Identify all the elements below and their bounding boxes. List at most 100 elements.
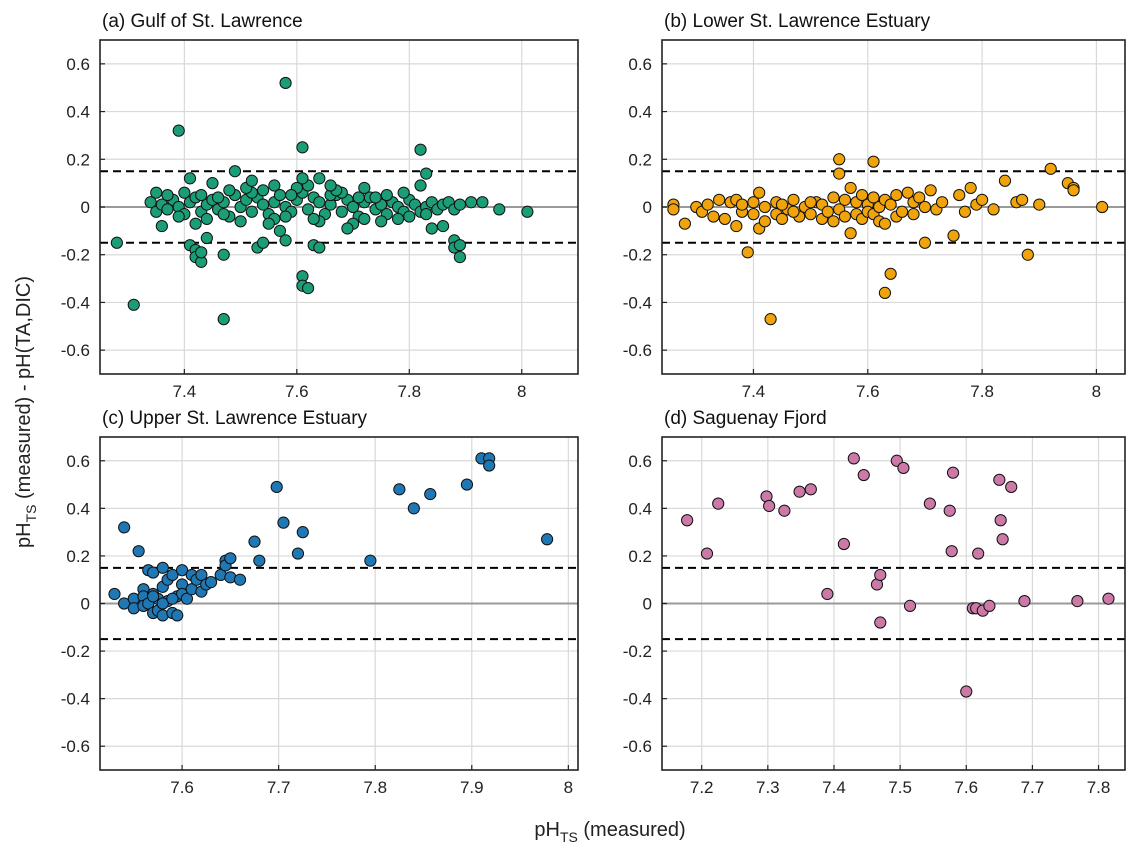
points-layer xyxy=(110,76,534,326)
x-tick-label: 7.6 xyxy=(856,382,880,401)
data-point xyxy=(313,196,326,209)
data-point xyxy=(1018,595,1031,608)
x-axis-label: pHTS (measured) xyxy=(534,819,685,845)
data-point xyxy=(907,208,920,221)
data-point xyxy=(228,165,242,178)
data-point xyxy=(943,504,956,517)
data-point xyxy=(476,196,489,209)
data-point xyxy=(403,210,416,223)
y-tick-label: -0.6 xyxy=(623,737,652,756)
data-point xyxy=(217,248,230,261)
data-point xyxy=(234,215,247,228)
data-point xyxy=(183,172,197,185)
data-point xyxy=(764,313,777,326)
panel-title: (b) Lower St. Lawrence Estuary xyxy=(664,11,931,32)
data-point xyxy=(296,526,309,539)
data-point xyxy=(747,208,760,221)
data-point xyxy=(144,196,157,209)
x-tick-label: 8 xyxy=(564,778,573,797)
data-point xyxy=(195,568,208,582)
data-point xyxy=(147,566,160,579)
x-tick-label: 8 xyxy=(517,382,526,401)
x-axis-label-subscript: TS xyxy=(560,829,578,845)
data-point xyxy=(397,186,410,199)
data-point xyxy=(821,205,834,218)
data-point xyxy=(301,203,315,216)
data-point xyxy=(1096,200,1109,214)
y-tick-label: -0.6 xyxy=(623,341,652,360)
data-point xyxy=(273,224,287,237)
data-point xyxy=(161,188,174,202)
data-point xyxy=(897,461,910,475)
data-point xyxy=(217,313,230,326)
data-point xyxy=(147,590,160,603)
data-point xyxy=(313,172,326,185)
data-point xyxy=(175,564,189,577)
data-point xyxy=(953,188,966,202)
data-point xyxy=(753,186,766,199)
data-point xyxy=(262,217,275,230)
data-point xyxy=(730,219,743,233)
x-tick-label: 7.4 xyxy=(742,382,766,401)
data-point xyxy=(296,172,309,185)
y-tick-label: 0.4 xyxy=(66,103,90,122)
data-point xyxy=(1021,248,1034,261)
data-point xyxy=(156,561,169,574)
data-point xyxy=(180,592,194,605)
data-point xyxy=(884,267,897,280)
data-point xyxy=(453,198,467,211)
data-point xyxy=(878,217,892,230)
data-point xyxy=(844,181,857,195)
x-tick-label: 7.8 xyxy=(397,382,421,401)
y-tick-label: -0.4 xyxy=(623,293,652,312)
data-point xyxy=(972,547,985,560)
y-tick-label: 0 xyxy=(81,595,90,614)
data-point xyxy=(712,497,725,510)
data-point xyxy=(453,251,467,264)
y-axis-label-prefix: pH xyxy=(13,522,35,548)
y-axis-label: pHTS (measured) - pH(TA,DIC) xyxy=(13,276,39,548)
data-point xyxy=(200,231,213,245)
y-tick-label: 0 xyxy=(643,595,652,614)
data-point xyxy=(358,181,371,195)
y-tick-label: 0.6 xyxy=(628,452,652,471)
data-point xyxy=(270,480,283,494)
data-point xyxy=(217,208,230,221)
x-tick-label: 7.7 xyxy=(267,778,291,797)
y-tick-label: -0.6 xyxy=(61,341,90,360)
data-point xyxy=(268,179,281,192)
data-point xyxy=(945,545,958,558)
data-point xyxy=(867,155,880,168)
data-point xyxy=(878,286,892,299)
data-point xyxy=(964,181,977,195)
data-point xyxy=(1016,193,1029,206)
data-point xyxy=(245,174,258,187)
y-tick-label: 0.2 xyxy=(628,150,652,169)
data-point xyxy=(707,210,720,223)
data-point xyxy=(700,547,714,560)
data-point xyxy=(1067,184,1080,197)
panel-title: (d) Saguenay Fjord xyxy=(664,408,827,429)
data-point xyxy=(200,212,213,226)
x-tick-label: 7.5 xyxy=(888,778,912,797)
data-point xyxy=(975,193,989,206)
data-point xyxy=(855,188,869,202)
data-point xyxy=(256,184,270,197)
x-tick-label: 7.4 xyxy=(173,382,197,401)
data-point xyxy=(150,186,163,199)
data-point xyxy=(453,239,467,252)
data-point xyxy=(352,191,365,204)
y-tick-label: 0.6 xyxy=(66,452,90,471)
data-point xyxy=(420,208,433,221)
data-point xyxy=(493,203,506,216)
data-point xyxy=(341,222,354,235)
data-point xyxy=(307,212,320,226)
data-point xyxy=(1044,162,1057,175)
data-point xyxy=(407,502,420,515)
panel-title: (c) Upper St. Lawrence Estuary xyxy=(102,408,368,429)
data-point xyxy=(277,516,290,529)
data-point xyxy=(763,499,776,513)
data-point xyxy=(701,198,714,211)
data-point xyxy=(460,478,474,491)
data-point xyxy=(195,246,208,259)
